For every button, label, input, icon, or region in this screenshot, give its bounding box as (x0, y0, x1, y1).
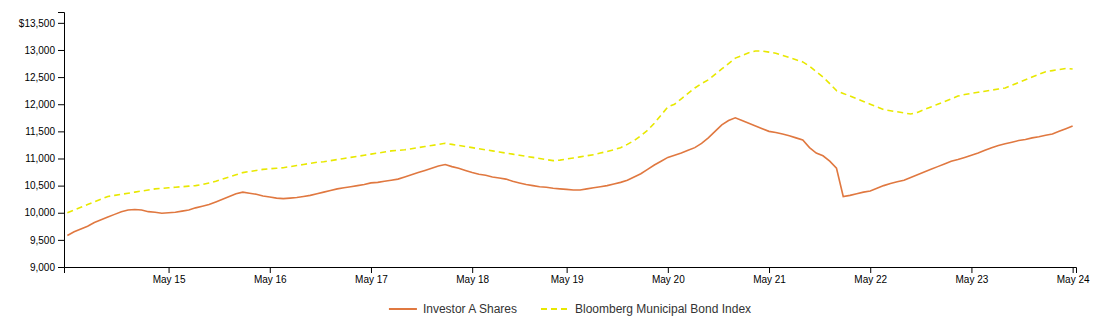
x-tick-mark (971, 267, 972, 273)
y-tick-mark (58, 77, 64, 78)
y-tick: 12,500 (24, 72, 64, 83)
y-tick-label: 9,000 (30, 262, 55, 273)
legend-label: Bloomberg Municipal Bond Index (575, 302, 751, 316)
y-tick-label: 9,500 (30, 235, 55, 246)
x-tick-label: May 19 (551, 274, 584, 285)
x-tick: May 21 (753, 267, 786, 285)
legend-swatch (389, 308, 417, 310)
x-tick-mark (1073, 267, 1074, 273)
x-tick-mark (769, 267, 770, 273)
legend-label: Investor A Shares (423, 302, 517, 316)
x-tick-mark (472, 267, 473, 273)
y-tick-label: 10,500 (24, 180, 55, 191)
x-tick: May 19 (551, 267, 584, 285)
y-tick: $13,500 (19, 18, 64, 29)
y-tick-label: 11,500 (25, 126, 55, 137)
y-tick-mark (58, 131, 64, 132)
y-tick: 9,000 (30, 262, 64, 273)
x-tick-label: May 23 (956, 274, 989, 285)
chart: 9,000 9,500 10,000 10,500 11,000 11,500 12,000… (0, 0, 1094, 327)
x-tick: May 17 (355, 267, 388, 285)
x-tick-mark (169, 267, 170, 273)
y-tick-mark (58, 213, 64, 214)
x-tick-label: May 20 (652, 274, 685, 285)
y-tick: 9,500 (30, 235, 64, 246)
x-tick-mark (870, 267, 871, 273)
x-tick: May 22 (854, 267, 887, 285)
x-tick: May 20 (652, 267, 685, 285)
legend: Investor A Shares Bloomberg Municipal Bon… (389, 302, 751, 316)
y-tick: 11,500 (25, 126, 64, 137)
lines (67, 51, 1072, 235)
x-tick: May 23 (956, 267, 989, 285)
x-tick: May 24 (1057, 267, 1090, 285)
x-tick-label: May 15 (153, 274, 186, 285)
x-tick-label: May 16 (254, 274, 287, 285)
y-tick: 13,000 (24, 45, 64, 56)
x-tick-mark (567, 267, 568, 273)
y-axis-line (58, 13, 65, 268)
legend-item: Investor A Shares (389, 302, 517, 316)
x-tick-mark (371, 267, 372, 273)
series-line (67, 118, 1072, 236)
y-tick: 10,500 (24, 180, 64, 191)
y-tick-mark (58, 104, 64, 105)
y-tick-label: 13,000 (24, 45, 55, 56)
x-tick-label: May 22 (854, 274, 887, 285)
y-tick-mark (58, 158, 64, 159)
y-tick-label: 10,000 (24, 207, 55, 218)
x-tick-label: May 21 (753, 274, 786, 285)
y-tick: 10,000 (24, 207, 64, 218)
x-tick-label: May 18 (456, 274, 489, 285)
x-tick-label: May 17 (355, 274, 388, 285)
x-tick-mark (270, 267, 271, 273)
y-tick-mark (58, 23, 64, 24)
y-tick-mark (58, 50, 64, 51)
legend-item: Bloomberg Municipal Bond Index (541, 302, 751, 316)
series-line (67, 51, 1072, 213)
y-axis: 9,000 9,500 10,000 10,500 11,000 11,500 12,000… (19, 13, 65, 273)
x-tick: May 15 (153, 267, 186, 285)
y-tick-label: $13,500 (19, 18, 56, 29)
x-tick: May 18 (456, 267, 489, 285)
y-tick: 12,000 (24, 99, 64, 110)
x-axis: May 15 May 16 May 17 May 18 May 19 May 20 May … (65, 267, 1090, 285)
x-axis-line (65, 268, 1077, 274)
x-tick-label: May 24 (1057, 274, 1090, 285)
y-tick-label: 12,500 (24, 72, 55, 83)
y-tick: 11,000 (25, 153, 64, 164)
plot: 9,000 9,500 10,000 10,500 11,000 11,500 12,000… (19, 13, 1090, 286)
y-tick-label: 12,000 (24, 99, 55, 110)
y-tick-mark (58, 267, 64, 268)
x-tick-mark (668, 267, 669, 273)
y-tick-mark (58, 186, 64, 187)
x-tick: May 16 (254, 267, 287, 285)
y-tick-mark (58, 240, 64, 241)
legend-swatch (541, 308, 569, 310)
y-tick-label: 11,000 (25, 153, 55, 164)
